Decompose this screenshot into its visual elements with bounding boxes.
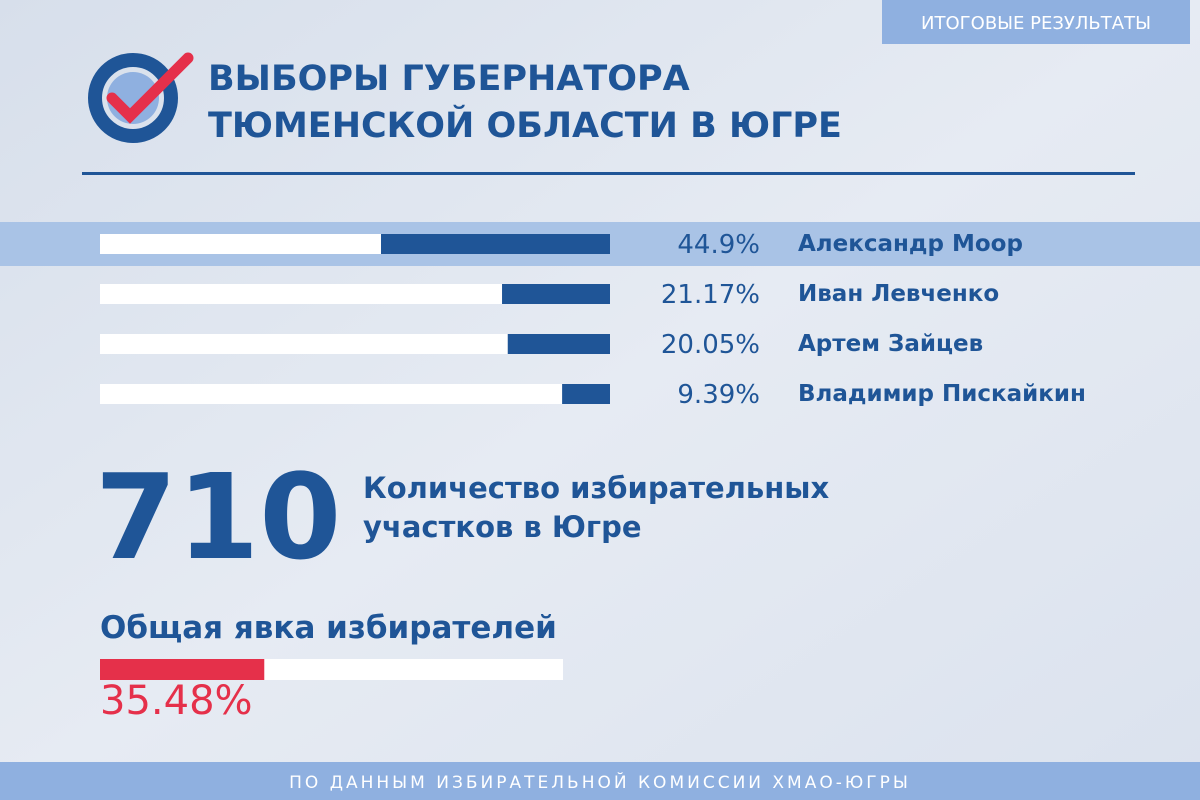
footer: ПО ДАННЫМ ИЗБИРАТЕЛЬНОЙ КОМИССИИ ХМАО-ЮГ… — [289, 771, 911, 793]
badge-box — [882, 0, 1190, 44]
turnout-title: Общая явка избирателей — [100, 610, 557, 646]
candidate-name: Артем Зайцев — [798, 331, 983, 357]
value-label: 21.17% — [661, 280, 760, 310]
candidate-name: Владимир Пискайкин — [798, 381, 1086, 407]
bar — [381, 234, 610, 254]
candidate-name: Иван Левченко — [798, 281, 999, 307]
footer-band — [0, 762, 1200, 800]
stations-number: 710 — [95, 448, 341, 586]
value-label: 20.05% — [661, 330, 760, 360]
logo — [88, 52, 194, 143]
badge: ИТОГОВЫЕ РЕЗУЛЬТАТЫ — [921, 13, 1151, 34]
bar — [502, 284, 610, 304]
rule — [82, 172, 1135, 175]
value-label: 44.9% — [677, 230, 760, 260]
title-line: ВЫБОРЫ ГУБЕРНАТОРА — [208, 59, 690, 99]
title-line: ТЮМЕНСКОЙ ОБЛАСТИ В ЮГРЕ — [208, 104, 842, 146]
bar — [562, 384, 610, 404]
bar-track — [100, 384, 610, 404]
candidate-name: Александр Моор — [798, 231, 1023, 257]
bar-track — [100, 334, 610, 354]
value-label: 9.39% — [677, 380, 760, 410]
bar — [507, 334, 610, 354]
turnout-label: 35.48% — [100, 678, 253, 724]
turnout-bar — [100, 659, 265, 680]
stations-caption: участков в Югре — [363, 510, 642, 544]
bar-track — [100, 284, 610, 304]
stations-caption: Количество избирательных — [363, 471, 830, 505]
